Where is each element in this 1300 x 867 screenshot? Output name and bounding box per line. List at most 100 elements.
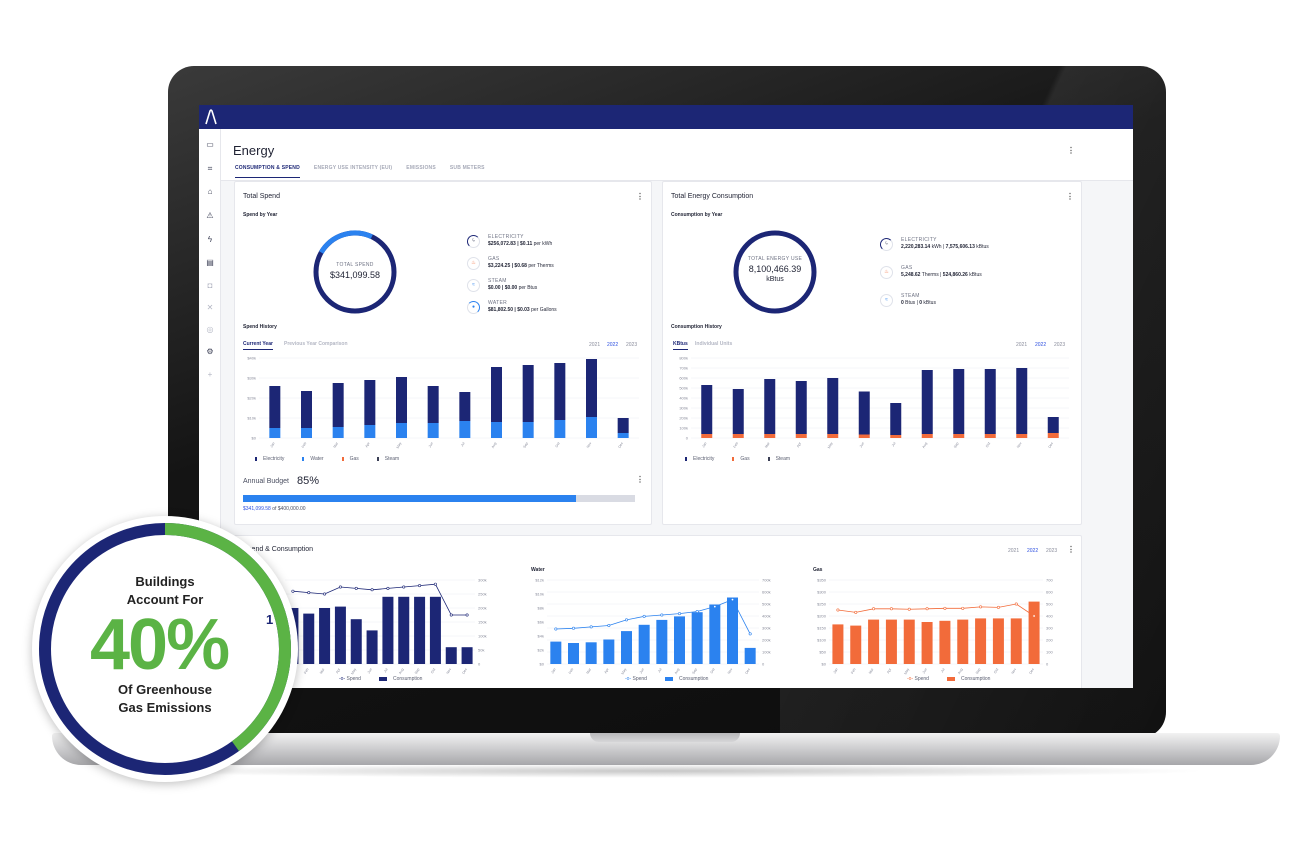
card-menu-icon[interactable]: ⋮ [1067, 545, 1075, 554]
bar-electricity [984, 369, 996, 434]
energy-donut [733, 230, 817, 314]
app-logo-icon[interactable] [203, 109, 219, 125]
legend-value: 5,248.62 [901, 272, 921, 278]
bar-consumption [366, 630, 378, 664]
donut-label: TOTAL SPEND [336, 262, 374, 268]
x-tick-label: Dec [1028, 667, 1035, 675]
bar-gas [921, 434, 933, 438]
legend-text: GAS $3,224.25 | $0.68 per Therms [488, 256, 554, 270]
x-tick-label: Mar [319, 667, 326, 675]
page-menu-icon[interactable]: ⋮ [1067, 146, 1075, 155]
consumption-by-year-label: Consumption by Year [671, 212, 723, 218]
flame-icon: ♨ [880, 265, 893, 279]
year-2021[interactable]: 2021 [589, 342, 601, 348]
card-menu-icon[interactable]: ⋮ [636, 192, 644, 201]
legend-label: Consumption [960, 676, 991, 682]
x-tick-label: Nov [586, 441, 593, 449]
bar-gas [764, 434, 776, 438]
energy-donut-center: TOTAL ENERGY USE 8,100,466.39 kBtus [735, 256, 815, 283]
spend-point [713, 605, 717, 609]
spend-by-year-label: Spend by Year [243, 212, 278, 218]
bar-consumption [691, 612, 703, 664]
tab-consumption-spend[interactable]: CONSUMPTION & SPEND [235, 165, 300, 178]
legend-name: ELECTRICITY [901, 237, 937, 243]
y-tick-label-right: 0 [478, 662, 481, 667]
legend-label: Spend [346, 676, 361, 682]
badge-line-3: Of Greenhouse [118, 682, 212, 697]
y-tick-label: 300k [679, 406, 688, 411]
settings-icon[interactable]: ⚙ [206, 347, 214, 356]
bar-water [459, 421, 471, 438]
lightning-icon: ϟ [467, 234, 480, 248]
steam-icon: ≈ [880, 293, 893, 307]
badge-footnote: 1 [266, 612, 274, 627]
bar-electricity [554, 363, 566, 420]
y-tick-label: $4k [538, 634, 544, 639]
budget-progress-fill [243, 495, 577, 502]
bar-consumption [603, 639, 615, 664]
year-2022[interactable]: 2022 [607, 342, 619, 348]
add-icon[interactable]: + [207, 370, 213, 379]
spend-point [307, 591, 311, 595]
report-icon[interactable]: ▤ [206, 258, 214, 267]
lock-icon[interactable]: ◘ [207, 281, 213, 290]
tab-emissions[interactable]: EMISSIONS [406, 165, 436, 171]
building-icon[interactable]: ⌂ [207, 187, 213, 196]
calendar-icon[interactable]: ▭ [206, 140, 214, 149]
bar-consumption [319, 608, 331, 664]
tab-energy-use-intensity[interactable]: ENERGY USE INTENSITY (EUI) [313, 165, 393, 171]
year-2023[interactable]: 2023 [1046, 548, 1058, 554]
subtab-previous-year[interactable]: Previous Year Comparison [284, 341, 348, 347]
card-menu-icon[interactable]: ⋮ [1066, 192, 1074, 201]
subtab-kbtus[interactable]: KBtus [673, 341, 688, 350]
tab-sub-meters[interactable]: SUB METERS [449, 165, 485, 171]
y-tick-label-right: 600 [1046, 590, 1053, 595]
warning-icon[interactable]: ⚠ [206, 211, 214, 220]
legend-spend: -o- Spend [339, 676, 361, 682]
year-2021[interactable]: 2021 [1008, 548, 1020, 554]
bar-gas [1047, 433, 1059, 438]
spend-point [748, 632, 752, 636]
card-title: Total Spend [243, 193, 280, 200]
year-2022[interactable]: 2022 [1027, 548, 1039, 554]
y-tick-label-right: 300k [478, 578, 487, 583]
year-2023[interactable]: 2023 [626, 342, 638, 348]
search-doc-icon[interactable]: ◎ [206, 325, 214, 334]
tools-icon[interactable]: ✕ [206, 303, 214, 312]
legend-value: $256,072.83 | $0.11 [488, 241, 533, 247]
bar-electricity [364, 380, 376, 425]
scan-icon[interactable]: ⌗ [207, 164, 213, 173]
spend-point [979, 605, 983, 609]
legend-unit: Btus | [903, 300, 920, 306]
subtab-individual-units[interactable]: Individual Units [695, 341, 733, 347]
subtab-current-year[interactable]: Current Year [243, 341, 273, 350]
legend-text: GAS 5,248.62 Therms | 524,860.26 kBtus [901, 265, 982, 279]
legend-swatch [685, 456, 687, 461]
legend-unit: kWh | [930, 244, 946, 250]
y-tick-label-right: 500k [762, 602, 771, 607]
legend-value: $0.00 | $0.00 [488, 285, 518, 291]
spend-consumption-card: Spend & Consumption 2021 2022 2023 ⋮ 300… [234, 535, 1082, 688]
spend-point [678, 612, 682, 616]
x-tick-label: Aug [674, 667, 681, 674]
spend-line [555, 599, 751, 635]
year-2021[interactable]: 2021 [1016, 342, 1028, 348]
bar-gas [953, 434, 965, 438]
bar-electricity [396, 377, 407, 423]
x-tick-label: Mar [333, 441, 340, 449]
bar-consumption [656, 619, 668, 664]
spend-point [1014, 602, 1018, 606]
x-tick-label: Dec [744, 667, 751, 675]
lightning-icon[interactable]: ϟ [207, 235, 213, 244]
legend-unit: per Gallons [529, 307, 557, 313]
y-tick-label: 700k [679, 366, 688, 371]
year-2023[interactable]: 2023 [1054, 342, 1066, 348]
y-tick-label-right: 400k [762, 614, 771, 619]
legend-gas: Gas [341, 456, 359, 462]
budget-menu-icon[interactable]: ⋮ [636, 475, 644, 484]
y-tick-label: 200k [679, 416, 688, 421]
electricity-spend-consumption-chart: 300k250k200k150k100k50k0JanFebMarAprMayJ… [285, 578, 487, 675]
y-tick-label: 400k [679, 396, 688, 401]
bar-consumption [429, 596, 441, 664]
year-2022[interactable]: 2022 [1035, 342, 1047, 348]
